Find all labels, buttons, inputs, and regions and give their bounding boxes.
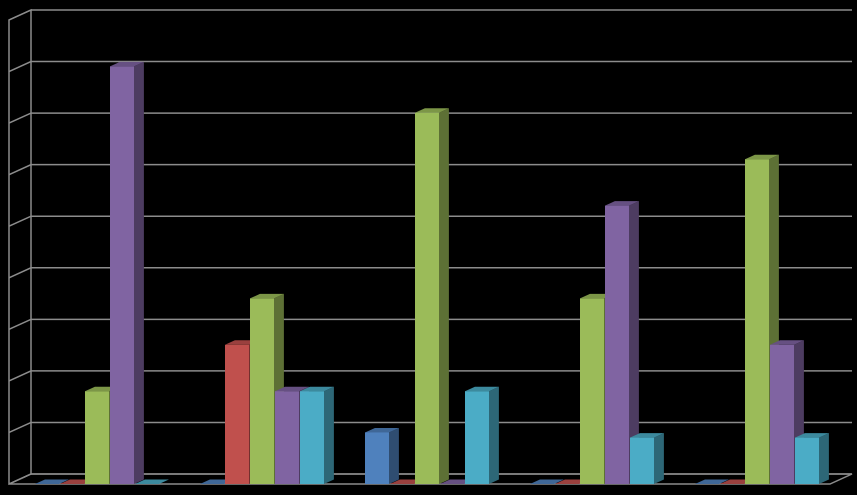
bar [530,479,564,484]
bar [465,386,499,484]
gridline [8,163,852,176]
bar-front [225,344,249,484]
bar [695,479,729,484]
bar-front [580,298,604,484]
bar-front [365,432,389,484]
bar [415,108,449,485]
bar [135,479,169,484]
gridline [8,318,852,331]
bar-side [134,61,144,485]
bar [365,427,399,484]
bar [110,61,144,485]
gridline [8,60,852,73]
gridline [8,267,852,279]
bar-top [530,479,564,484]
bar-series [35,61,829,485]
bar-front [605,205,629,484]
bar [630,433,664,484]
bar-top [275,386,309,392]
bar-side [439,108,449,485]
bar-top [770,340,804,345]
bar-front [795,437,819,484]
bar-top [630,433,664,438]
bar-top [135,479,169,484]
gridlines [8,9,852,485]
bar-front [110,66,134,485]
bar-side [819,433,829,484]
bar-top [365,427,399,433]
bar-side [324,386,334,484]
gridline [8,9,852,21]
bar [35,479,69,484]
bar-top [110,61,144,67]
bar-top [745,154,779,160]
bar-side [389,427,399,484]
bar-front [745,159,769,484]
bar [300,386,334,484]
gridline [8,473,852,485]
bar-top [695,479,729,484]
bar-front [630,437,654,484]
gridline [8,215,852,227]
bar-front [250,298,274,484]
bar-side [629,201,639,484]
side-wall [8,8,32,486]
bar-top [465,386,499,392]
bar-front [465,391,489,484]
bar [795,433,829,484]
bar-top [250,293,284,299]
bar-front [275,391,299,484]
bar-front [85,391,109,484]
gridline [8,112,852,124]
bar-side [489,386,499,484]
bar-front [300,391,324,484]
gridline [8,421,852,434]
bar [605,201,639,484]
bar-side [654,433,664,484]
bar-top [300,386,334,392]
gridline [8,370,852,382]
bar-top [35,479,69,484]
bar-top [795,433,829,438]
bar-front [415,112,439,485]
bar-front [770,344,794,484]
bar-top [415,108,449,113]
bar-top [605,201,639,206]
